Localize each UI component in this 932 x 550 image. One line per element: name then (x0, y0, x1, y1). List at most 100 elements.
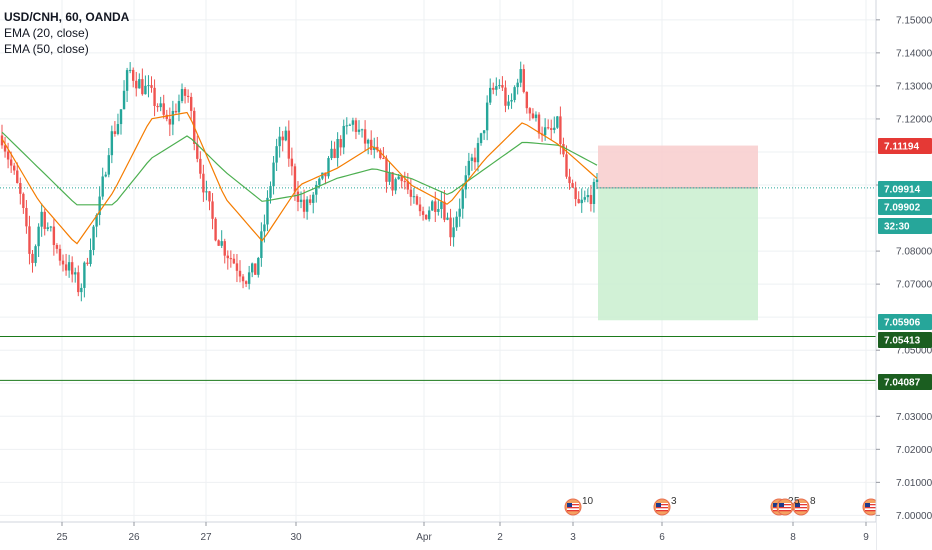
candle-body (281, 136, 284, 141)
candle-body (455, 216, 458, 228)
candle-body (308, 199, 312, 203)
candle-body (498, 85, 501, 87)
candle-body (180, 89, 184, 102)
candle-body (577, 199, 580, 204)
candle-body (0, 135, 4, 146)
price-tag[interactable]: 32:30 (878, 218, 932, 234)
candle-body (379, 150, 382, 159)
flag-canton (779, 503, 784, 507)
candle-body (461, 189, 464, 209)
candle-body (153, 87, 156, 106)
candle-body (287, 130, 291, 159)
candle-body (522, 69, 525, 92)
time-axis-bg (0, 522, 876, 550)
candle-body (412, 196, 416, 198)
price-tag-label: 7.05413 (884, 336, 921, 347)
price-tag-bg (878, 218, 932, 234)
candle-body (95, 214, 98, 227)
ema50-legend[interactable]: EMA (50, close) (4, 42, 89, 56)
price-tick-label: 7.07000 (896, 280, 932, 291)
candle-body (284, 130, 287, 141)
economic-events[interactable]: 103285123 (564, 496, 899, 516)
candlestick-series (0, 61, 599, 302)
flag-canton (567, 503, 572, 507)
flag-stripe (865, 504, 877, 506)
candle-body (98, 196, 101, 215)
candle-body (336, 139, 339, 158)
candle-body (122, 90, 126, 110)
us-event-flag-icon[interactable]: 10 (564, 496, 594, 516)
candle-body (388, 172, 391, 182)
time-tick-label: 30 (290, 532, 302, 543)
price-tag[interactable]: 7.04087 (878, 374, 932, 390)
candle-body (70, 262, 74, 275)
price-tag[interactable]: 7.09902 (878, 199, 932, 215)
candle-body (373, 146, 376, 150)
candle-body (476, 143, 480, 163)
us-event-flag-icon[interactable]: 8 (792, 496, 816, 516)
price-axis[interactable]: 7.150007.140007.130007.120007.100007.080… (875, 0, 932, 550)
candle-body (504, 87, 507, 106)
ema20-legend[interactable]: EMA (20, close) (4, 26, 89, 40)
price-tick-label: 7.05000 (896, 346, 932, 357)
candle-body (251, 263, 254, 273)
time-tick-label: 2 (497, 532, 503, 543)
price-tick-label: 7.14000 (896, 48, 932, 59)
candle-body (77, 272, 80, 293)
candle-body (86, 262, 89, 264)
candle-body (189, 96, 193, 111)
candle-body (74, 272, 77, 275)
stop-loss-zone[interactable] (598, 145, 758, 188)
candle-body (83, 262, 86, 288)
position-tool[interactable] (0, 145, 876, 321)
candle-body (403, 181, 406, 183)
price-tag[interactable]: 7.09914 (878, 181, 932, 197)
candle-body (150, 85, 153, 88)
candle-body (458, 208, 461, 217)
candle-body (516, 82, 519, 88)
price-tag[interactable]: 7.11194 (878, 138, 932, 154)
candle-body (89, 250, 92, 264)
candle-body (217, 240, 220, 246)
candle-body (254, 263, 257, 275)
horizontal-lines[interactable] (0, 336, 876, 381)
price-tag-bg (878, 181, 932, 197)
price-tick-label: 7.15000 (896, 15, 932, 26)
candle-body (449, 217, 452, 238)
candle-body (92, 226, 95, 251)
price-tag-label: 7.09914 (884, 185, 921, 196)
time-axis[interactable]: 25 26 27 30 Apr 2 3 6 8 9 (0, 521, 876, 550)
candle-body (238, 270, 242, 277)
price-tick-label: 7.08000 (896, 247, 932, 258)
us-event-flag-icon[interactable]: 3 (653, 496, 677, 516)
candle-body (531, 113, 535, 119)
candle-body (327, 158, 330, 177)
price-tag[interactable]: 7.05906 (878, 314, 932, 330)
symbol-title[interactable]: USD/CNH, 60, OANDA (4, 10, 130, 24)
take-profit-zone[interactable] (598, 187, 758, 321)
candle-body (28, 226, 31, 254)
flag-stripe (865, 507, 877, 509)
candle-body (431, 201, 434, 211)
candle-body (293, 166, 297, 192)
candle-body (116, 124, 120, 134)
event-count: 5 (794, 496, 800, 507)
price-tag[interactable]: 7.05413 (878, 332, 932, 348)
candle-body (43, 211, 46, 229)
us-event-flag-icon[interactable]: 5 (776, 496, 800, 516)
candle-body (113, 131, 117, 134)
candle-body (348, 124, 352, 126)
flag-stripe (795, 504, 807, 506)
candle-body (241, 276, 245, 282)
candle-body (9, 159, 13, 166)
candle-body (80, 287, 83, 293)
candle-body (510, 99, 513, 102)
candle-body (565, 154, 568, 177)
candle-body (58, 248, 62, 261)
candle-body (290, 158, 294, 167)
candle-body (507, 101, 510, 106)
ema50-line (1, 131, 598, 206)
candle-body (208, 191, 211, 202)
